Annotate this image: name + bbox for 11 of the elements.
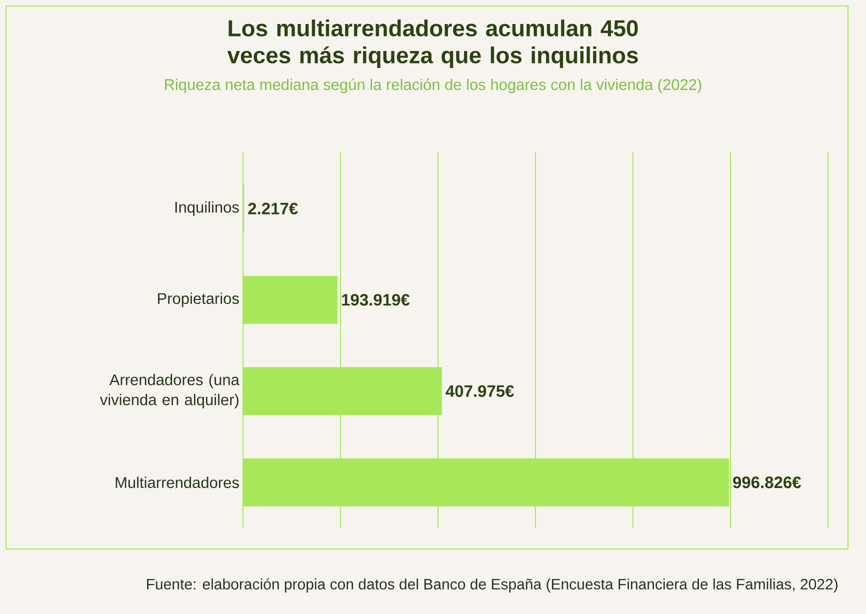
chart-title: Los multiarrendadores acumulan 450 veces más riqueza que los inquilinos [227,20,638,68]
chart-subtitle: Riqueza neta mediana según la relación de los hogares con la vivienda (2022) [165,78,702,94]
data-label: 2.217€ [248,202,298,214]
data-label: 407.975€ [446,385,514,397]
y-tick-label: Arrendadores (una vivienda en alquiler) [100,374,240,408]
data-label: 193.919€ [342,294,410,306]
data-label: 996.826€ [733,476,802,488]
y-tick-label: Propietarios [158,292,239,308]
y-tick-label: Multiarrendadores [116,476,239,488]
y-tick-label: Inquilinos [175,201,239,216]
source-note: Fuente: elaboración propia con datos del Banco de España (Encuesta Financiera de las Familias, 2022) [147,578,838,592]
